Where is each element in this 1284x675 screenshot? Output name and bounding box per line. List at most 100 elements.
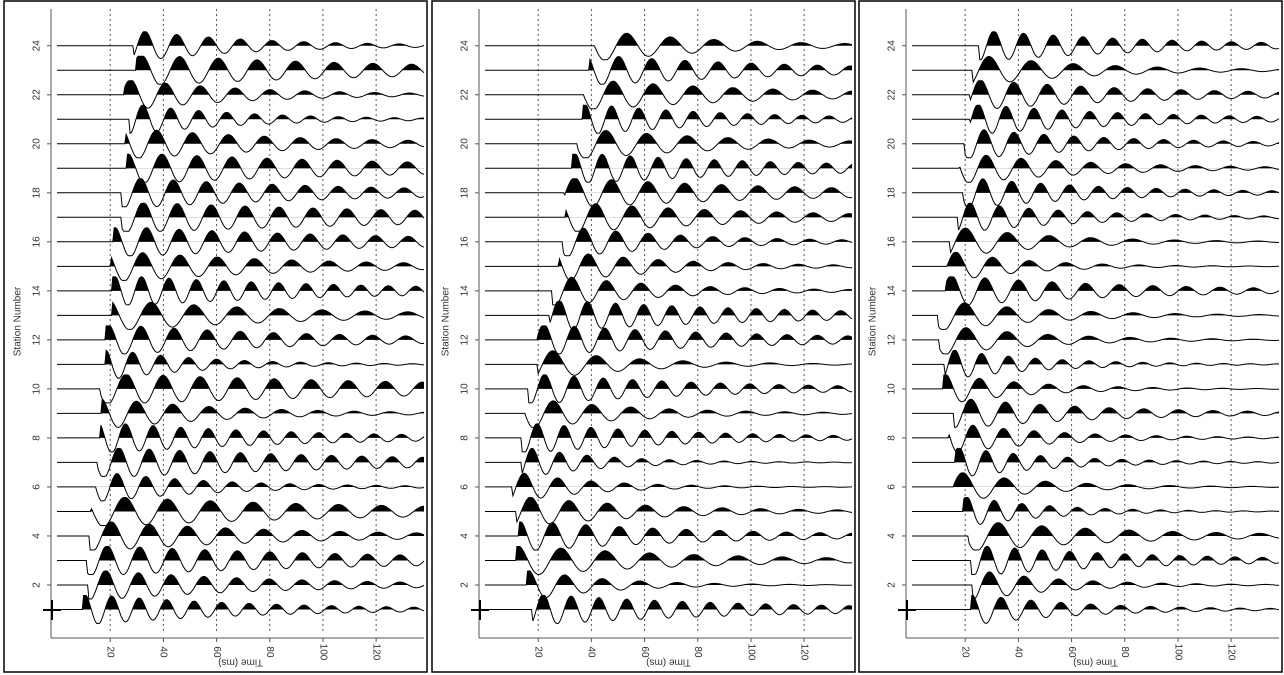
x-tick-label: 40 xyxy=(586,646,597,658)
y-tick-label: 6 xyxy=(887,484,898,490)
trace-fill xyxy=(57,325,424,340)
y-tick-label: 6 xyxy=(32,484,43,490)
trace xyxy=(485,129,853,159)
trace xyxy=(912,472,1280,499)
y-tick-label: 18 xyxy=(460,187,471,199)
trace xyxy=(57,31,425,60)
x-tick-label: 80 xyxy=(1119,646,1130,658)
trace xyxy=(57,104,425,135)
trace-fill xyxy=(485,154,852,169)
trace xyxy=(485,80,853,110)
trace xyxy=(485,276,853,306)
y-tick-label: 16 xyxy=(32,236,43,248)
trace-fill xyxy=(485,400,852,414)
trace-fill xyxy=(485,546,852,561)
x-tick-label: 100 xyxy=(745,644,756,661)
y-tick-label: 12 xyxy=(460,334,471,346)
trace xyxy=(912,202,1279,231)
trace-fill xyxy=(912,252,1279,267)
trace-fill xyxy=(485,522,852,536)
trace xyxy=(485,178,853,208)
panel: 20 40 60 80 100 12024681012141618202224Statio… xyxy=(431,0,856,673)
y-tick-label: 16 xyxy=(460,236,471,248)
trace xyxy=(57,80,425,109)
trace xyxy=(912,104,1280,134)
x-tick-label: 100 xyxy=(1172,644,1183,661)
trace xyxy=(485,400,853,428)
trace xyxy=(912,497,1280,525)
y-tick-label: 8 xyxy=(32,435,43,441)
trace xyxy=(912,398,1280,428)
trace-fill xyxy=(912,425,1279,438)
y-tick-label: 14 xyxy=(460,285,471,297)
trace xyxy=(485,300,853,330)
trace xyxy=(912,424,1279,453)
y-tick-label: 2 xyxy=(460,582,471,588)
trace xyxy=(57,595,425,624)
trace xyxy=(57,374,425,404)
y-tick-label: 24 xyxy=(460,40,471,52)
y-tick-label: 24 xyxy=(887,40,898,52)
trace xyxy=(57,55,425,85)
trace xyxy=(57,178,425,208)
trace-fill xyxy=(57,276,424,291)
trace xyxy=(485,32,853,61)
trace xyxy=(485,56,853,85)
trace xyxy=(485,153,853,183)
trace xyxy=(912,447,1280,477)
trace xyxy=(485,447,853,475)
trace xyxy=(912,327,1280,355)
x-tick-label: 20 xyxy=(105,646,116,658)
trace-fill xyxy=(57,178,424,193)
y-tick-label: 24 xyxy=(32,40,43,52)
trace-fill xyxy=(912,302,1279,316)
trace xyxy=(912,546,1280,575)
trace-fill xyxy=(485,350,852,365)
trace xyxy=(57,252,425,281)
trace-fill xyxy=(912,203,1279,218)
y-tick-label: 12 xyxy=(32,334,43,346)
trace xyxy=(485,203,853,232)
trace-fill xyxy=(57,473,424,487)
trace xyxy=(912,571,1280,600)
y-tick-label: 8 xyxy=(460,435,471,441)
trace xyxy=(485,546,853,576)
y-tick-label: 20 xyxy=(887,138,898,150)
trace-fill xyxy=(912,228,1279,242)
trace xyxy=(485,350,853,376)
trace xyxy=(485,104,853,134)
trace-fill xyxy=(57,56,424,71)
trace-fill xyxy=(485,203,852,218)
trace xyxy=(57,521,425,551)
y-tick-label: 10 xyxy=(887,383,898,395)
trace xyxy=(57,276,425,306)
y-tick-label: 14 xyxy=(887,285,898,297)
x-tick-label: 40 xyxy=(158,646,169,658)
y-tick-label: 2 xyxy=(887,582,898,588)
trace xyxy=(912,302,1279,330)
trace xyxy=(912,154,1280,183)
trace xyxy=(57,301,425,330)
trace xyxy=(485,521,853,551)
y-tick-label: 22 xyxy=(32,89,43,101)
trace-fill xyxy=(57,350,424,365)
trace-fill xyxy=(57,80,424,95)
trace xyxy=(57,153,425,183)
y-tick-label: 4 xyxy=(32,533,43,539)
y-tick-label: 14 xyxy=(32,285,43,297)
y-tick-label: 18 xyxy=(887,187,898,199)
trace-fill xyxy=(912,571,1279,585)
trace-fill xyxy=(485,374,852,389)
trace xyxy=(485,570,853,599)
trace xyxy=(485,472,852,499)
trace xyxy=(57,398,425,428)
trace-fill xyxy=(485,423,852,438)
trace-fill xyxy=(912,129,1279,144)
trace xyxy=(912,31,1280,61)
y-tick-label: 20 xyxy=(460,138,471,150)
trace xyxy=(485,325,853,355)
trace xyxy=(912,522,1280,551)
y-tick-label: 16 xyxy=(887,236,898,248)
y-tick-label: 6 xyxy=(460,484,471,490)
